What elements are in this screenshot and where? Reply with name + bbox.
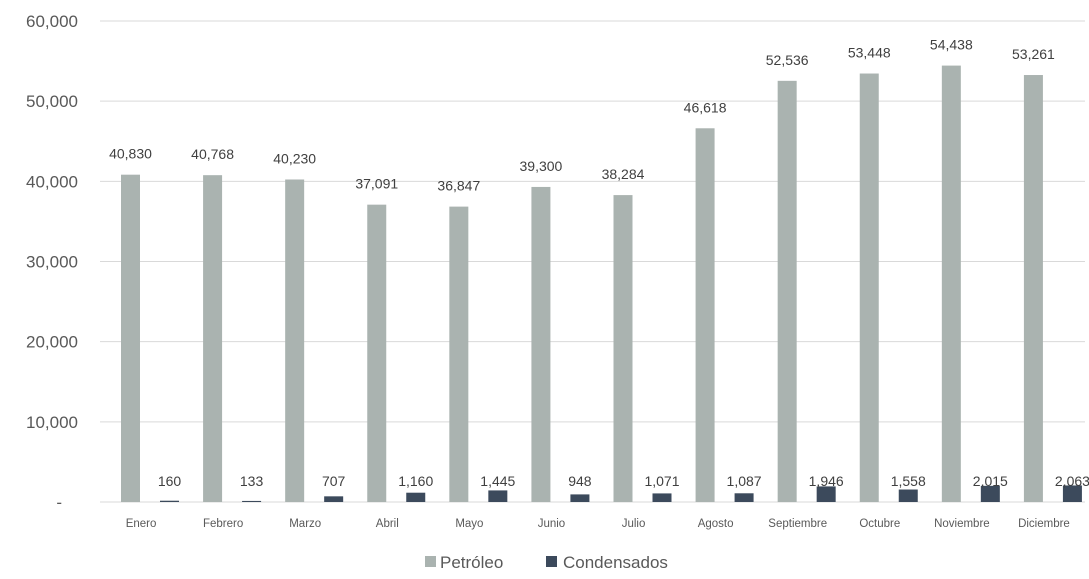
y-tick-label: - (56, 493, 62, 512)
x-tick-label: Diciembre (1018, 518, 1070, 530)
data-label-condensados: 1,558 (891, 473, 926, 489)
bar-condensados (652, 493, 672, 502)
x-tick-label: Noviembre (934, 518, 990, 530)
y-tick-label: 10,000 (26, 413, 78, 432)
x-tick-label: Abril (376, 518, 399, 530)
data-label-petroleo: 40,230 (273, 150, 316, 166)
legend: Petróleo Condensados (425, 553, 668, 572)
data-labels: 40,830 160 40,768 133 40,230 707 37,091 1,160 36… (109, 37, 1089, 489)
data-label-condensados: 2,063 (1055, 473, 1089, 489)
bar-condensados (570, 494, 590, 502)
bar-petroleo (285, 179, 305, 502)
bar-petroleo (695, 128, 715, 502)
y-tick-label: 30,000 (26, 253, 78, 272)
y-axis-ticks: - 10,000 20,000 30,000 40,000 50,000 60,000 (26, 12, 78, 512)
bar-petroleo (941, 65, 961, 503)
data-label-condensados: 1,071 (644, 473, 679, 489)
data-label-condensados: 133 (240, 473, 264, 489)
gridlines (100, 20, 1085, 503)
data-label-condensados: 1,160 (398, 473, 433, 489)
bar-petroleo (777, 80, 797, 503)
data-label-petroleo: 53,448 (848, 45, 891, 61)
bar-condensados (1062, 485, 1082, 502)
bar-petroleo (859, 73, 879, 502)
legend-label: Petróleo (440, 553, 503, 572)
bar-petroleo (531, 186, 551, 502)
data-label-petroleo: 40,768 (191, 146, 234, 162)
x-tick-label: Febrero (203, 518, 243, 530)
data-label-petroleo: 36,847 (437, 178, 480, 194)
data-label-condensados: 1,087 (727, 473, 762, 489)
bar-petroleo (203, 175, 223, 503)
bar-petroleo (449, 206, 469, 503)
legend-label: Condensados (563, 553, 668, 572)
data-label-condensados: 707 (322, 473, 346, 489)
x-tick-label: Octubre (859, 518, 900, 530)
data-label-petroleo: 46,618 (684, 99, 727, 115)
data-label-petroleo: 39,300 (520, 158, 563, 174)
x-tick-label: Junio (538, 518, 566, 530)
y-tick-label: 60,000 (26, 12, 78, 31)
x-tick-label: Enero (126, 518, 157, 530)
y-tick-label: 40,000 (26, 172, 78, 191)
bar-condensados (242, 500, 262, 502)
data-label-petroleo: 52,536 (766, 52, 809, 68)
bar-petroleo (1023, 75, 1043, 502)
bar-petroleo (121, 174, 140, 502)
legend-swatch (425, 556, 436, 567)
data-label-condensados: 948 (568, 473, 592, 489)
data-label-petroleo: 53,261 (1012, 46, 1055, 62)
x-tick-label: Septiembre (768, 518, 827, 530)
y-tick-label: 50,000 (26, 92, 78, 111)
bar-petroleo (367, 204, 387, 503)
bar-condensados (980, 485, 1000, 502)
data-label-petroleo: 54,438 (930, 37, 973, 53)
x-tick-label: Julio (622, 518, 646, 530)
data-label-condensados: 1,946 (809, 473, 844, 489)
bar-condensados (160, 500, 179, 502)
bar-condensados (898, 489, 918, 502)
bar-condensados (406, 492, 426, 502)
data-label-petroleo: 37,091 (355, 176, 398, 192)
data-label-condensados: 160 (158, 473, 182, 489)
data-label-condensados: 2,015 (973, 473, 1008, 489)
bar-condensados (324, 496, 344, 502)
x-axis-ticks: Enero Febrero Marzo Abril Mayo Junio Julio Agos… (126, 518, 1070, 530)
bar-condensados (734, 493, 754, 502)
x-tick-label: Marzo (289, 518, 321, 530)
y-tick-label: 20,000 (26, 333, 78, 352)
bars (121, 65, 1082, 503)
data-label-condensados: 1,445 (480, 473, 515, 489)
bar-condensados (488, 490, 508, 502)
data-label-petroleo: 40,830 (109, 146, 152, 162)
x-tick-label: Mayo (455, 518, 483, 530)
x-tick-label: Agosto (698, 518, 734, 530)
legend-swatch (546, 556, 557, 567)
bar-petroleo (613, 195, 633, 502)
bar-condensados (816, 486, 836, 502)
data-label-petroleo: 38,284 (602, 166, 645, 182)
